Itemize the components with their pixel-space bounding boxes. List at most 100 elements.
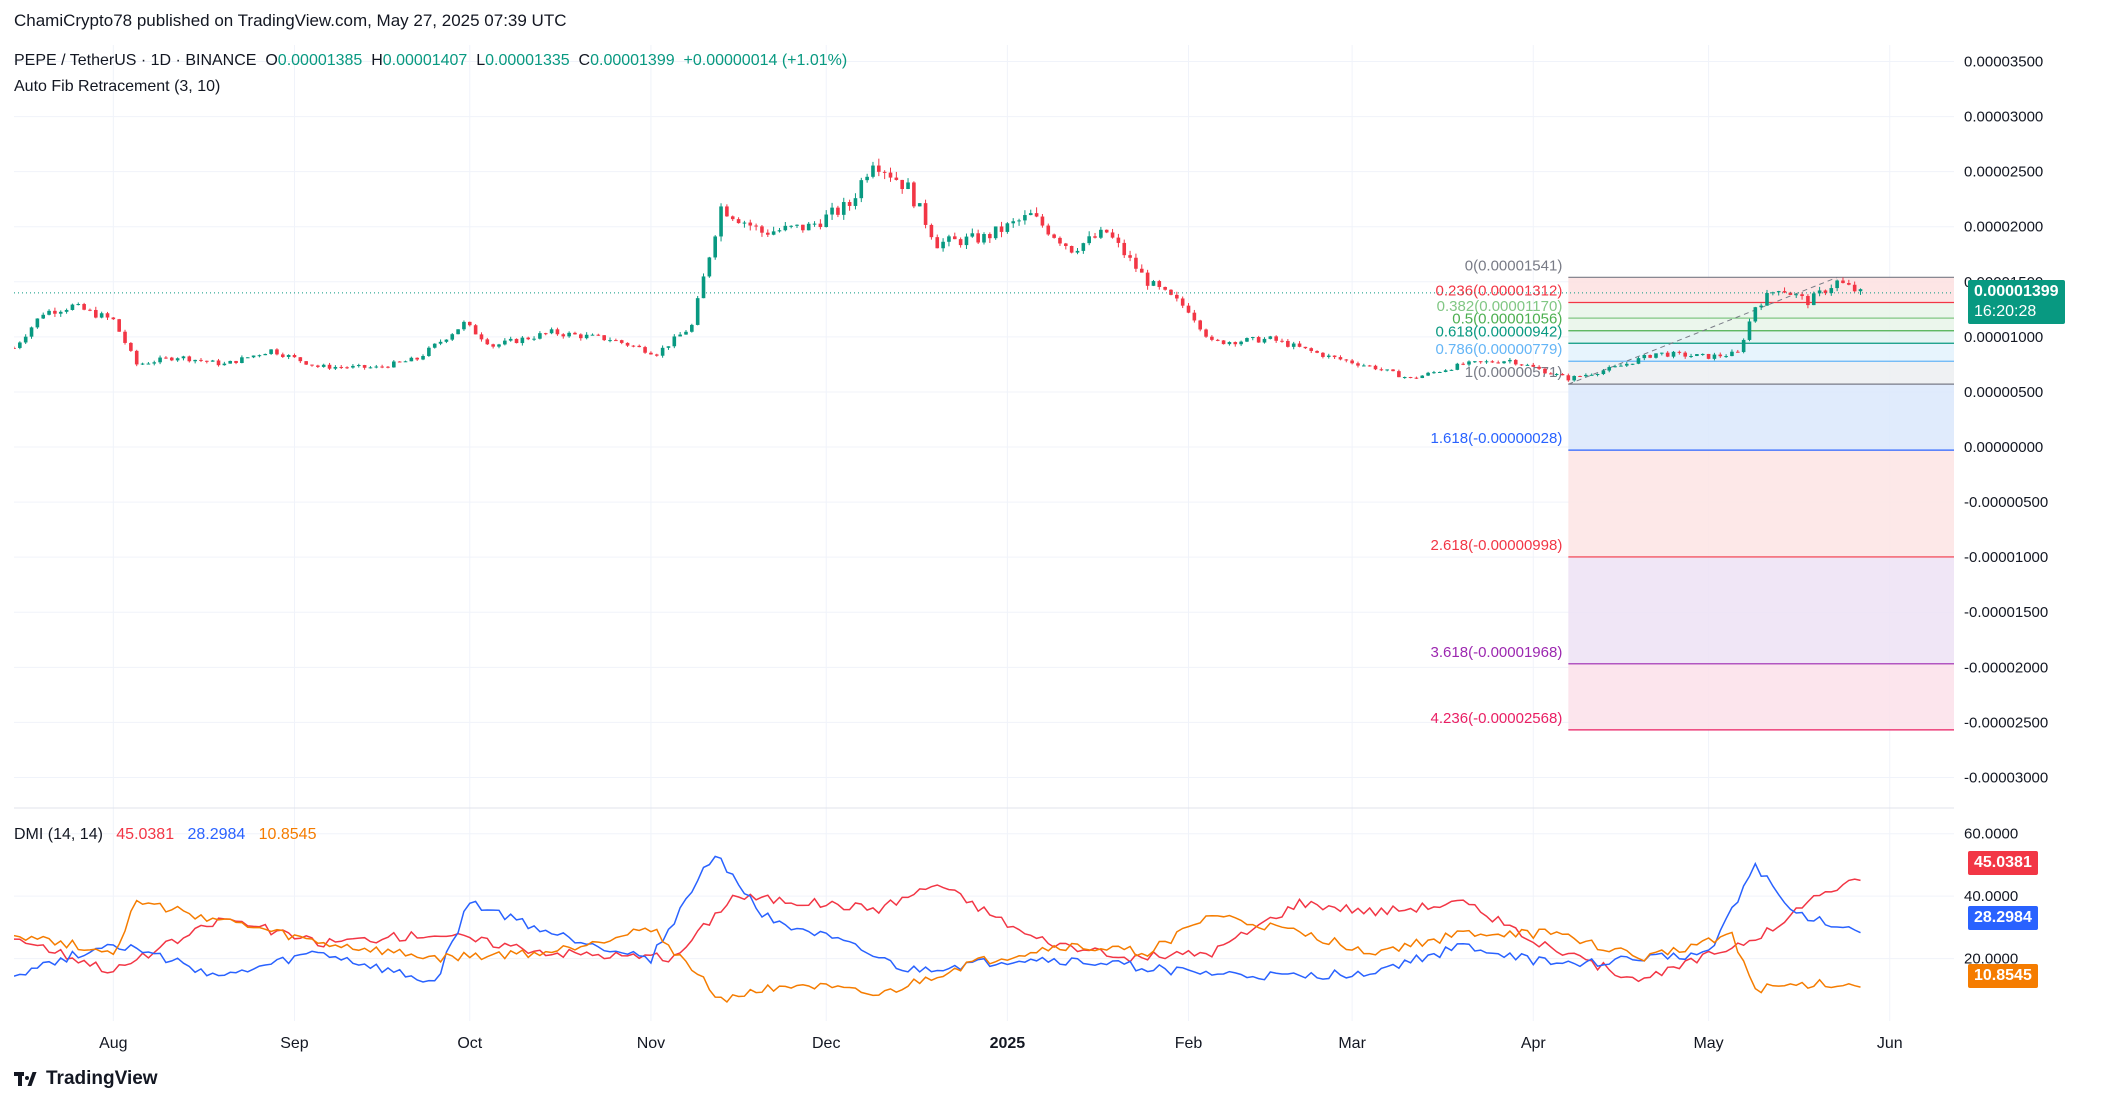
candle-body	[1537, 366, 1541, 369]
candle-body	[240, 357, 244, 364]
candle-body	[1414, 377, 1419, 379]
candle-body	[877, 165, 881, 172]
candle-body	[1852, 284, 1857, 292]
candle-body	[1794, 294, 1799, 296]
candle-body	[491, 344, 495, 347]
candle-body	[1771, 292, 1775, 294]
fib-level-label: 0.236(0.00001312)	[1436, 283, 1563, 300]
candle-body	[736, 219, 741, 224]
candle-body	[187, 356, 192, 362]
candle-body	[333, 366, 338, 369]
price-axis-tick: 0.00000500	[1964, 384, 2043, 401]
candle-body	[1099, 229, 1103, 238]
candle-body	[263, 353, 268, 356]
fib-indicator-title[interactable]: Auto Fib Retracement (3, 10)	[14, 78, 221, 95]
tradingview-logo[interactable]: TradingView	[14, 1068, 158, 1090]
candle-body	[1326, 355, 1331, 357]
candle-body	[351, 365, 355, 368]
candle-body	[1192, 312, 1197, 321]
candle-body	[988, 234, 992, 239]
candle-body	[888, 172, 893, 178]
fib-zone	[1568, 277, 1954, 303]
dmi-series-line	[14, 855, 1861, 983]
candle-body	[1695, 354, 1699, 357]
candle-body	[193, 359, 197, 362]
candle-body	[1250, 337, 1255, 339]
candle-body	[795, 224, 799, 226]
candle-body	[1011, 221, 1016, 224]
candle-body	[1642, 355, 1647, 359]
candle-body	[356, 365, 361, 367]
candle-body	[18, 342, 22, 348]
symbol-header[interactable]: PEPE / TetherUS · 1D · BINANCE O0.000013…	[14, 52, 847, 70]
candle-body	[1104, 229, 1109, 233]
candle-body	[1712, 354, 1717, 359]
candle-body	[695, 298, 700, 325]
candle-body	[1175, 294, 1179, 299]
candle-body	[619, 340, 624, 343]
open-value: 0.00001385	[277, 52, 363, 69]
candle-body	[935, 237, 940, 249]
candle-body	[1227, 342, 1232, 345]
low-label: L	[476, 52, 486, 69]
candle-body	[1069, 245, 1074, 253]
candle-body	[339, 366, 344, 368]
candle-body	[1385, 369, 1389, 371]
candle-body	[1280, 340, 1284, 342]
candle-body	[169, 357, 174, 361]
candle-body	[467, 321, 472, 326]
candle-body	[1549, 373, 1553, 375]
candle-body	[900, 179, 904, 190]
candle-body	[175, 358, 180, 361]
price-axis-tick: 0.00002500	[1964, 164, 2043, 181]
candle-body	[1566, 375, 1571, 381]
candle-body	[555, 329, 560, 335]
candle-body	[1373, 365, 1378, 370]
candle-body	[228, 360, 233, 364]
fib-level-label: 0.382(0.00001170)	[1437, 298, 1563, 315]
candle-body	[1841, 280, 1845, 284]
candle-body	[1613, 366, 1617, 368]
candle-body	[584, 334, 589, 339]
candle-body	[1718, 354, 1723, 357]
candle-body	[836, 207, 840, 215]
candle-body	[82, 304, 86, 310]
candle-body	[123, 331, 127, 343]
symbol-name[interactable]: PEPE / TetherUS · 1D · BINANCE	[14, 52, 257, 69]
candle-body	[1636, 358, 1641, 364]
candle-body	[1776, 291, 1781, 293]
candle-body	[386, 366, 390, 368]
candle-body	[917, 203, 922, 207]
candle-body	[1817, 290, 1822, 294]
candle-body	[70, 304, 75, 310]
last-price-tag: 0.00001399 16:20:28	[1968, 280, 2065, 324]
candle-body	[462, 321, 466, 330]
candle-body	[1467, 361, 1471, 365]
candle-body	[1362, 365, 1366, 367]
candle-body	[1449, 369, 1454, 371]
candle-body	[1513, 359, 1518, 365]
chart-svg[interactable]: 0.00003500 0.00003000 0.00002500 0.00002000…	[14, 45, 2104, 1055]
candle-body	[1496, 362, 1501, 364]
candle-body	[970, 233, 975, 237]
candle-body	[643, 347, 647, 353]
candle-body	[117, 319, 121, 332]
candle-body	[1607, 367, 1612, 371]
candle-body	[269, 349, 273, 354]
dmi-legend[interactable]: DMI (14, 14) 45.0381 28.2984 10.8545	[14, 826, 316, 844]
candle-body	[1408, 377, 1413, 379]
price-axis-tick: 0.00003500	[1964, 54, 2043, 71]
candle-body	[1519, 364, 1524, 366]
candle-body	[1490, 361, 1495, 363]
candle-body	[362, 365, 367, 368]
candle-body	[1437, 371, 1442, 373]
close-value: 0.00001399	[590, 52, 675, 69]
tradingview-icon	[14, 1071, 40, 1086]
candle-body	[88, 309, 92, 311]
fib-level-label: 0.786(0.00000779)	[1436, 341, 1563, 358]
candle-body	[1811, 293, 1816, 306]
time-axis-tick: Oct	[457, 1035, 482, 1052]
candle-body	[1367, 365, 1372, 367]
candle-body	[847, 202, 852, 206]
candle-body	[841, 202, 846, 215]
